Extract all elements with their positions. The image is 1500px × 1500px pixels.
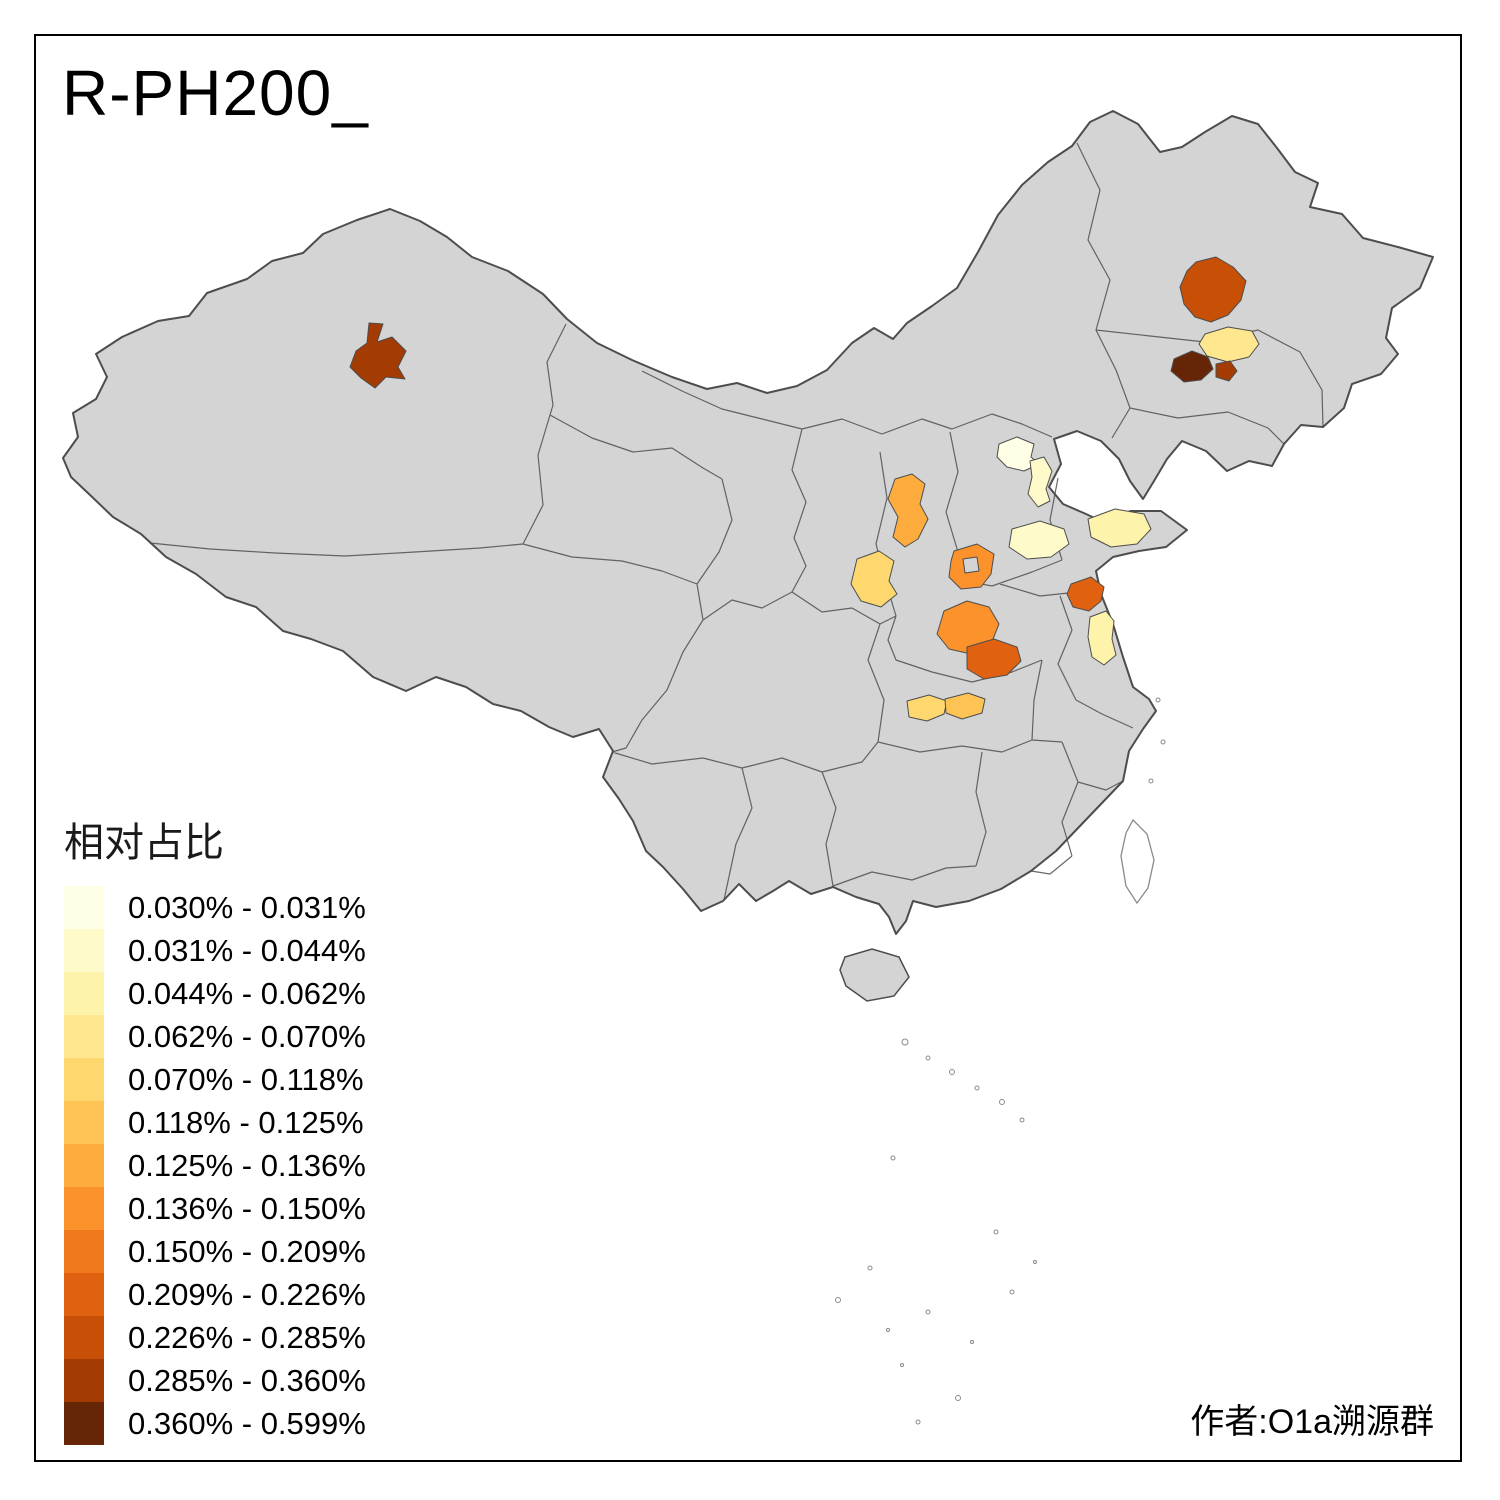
legend-title: 相对占比 <box>64 821 224 865</box>
legend-swatch <box>64 1144 104 1187</box>
legend-row: 0.136% - 0.150% <box>64 1187 366 1230</box>
legend-swatch <box>64 1316 104 1359</box>
legend-label: 0.360% - 0.599% <box>128 1405 366 1441</box>
legend-swatch <box>64 1273 104 1316</box>
legend-label: 0.031% - 0.044% <box>128 932 366 968</box>
legend-label: 0.062% - 0.070% <box>128 1018 366 1054</box>
legend-row: 0.125% - 0.136% <box>64 1144 366 1187</box>
legend-label: 0.209% - 0.226% <box>128 1276 366 1312</box>
legend-row: 0.150% - 0.209% <box>64 1230 366 1273</box>
legend-swatch <box>64 1058 104 1101</box>
legend-label: 0.118% - 0.125% <box>128 1104 364 1140</box>
legend-swatch <box>64 929 104 972</box>
colored-regions <box>349 256 1260 722</box>
region-heilongjiang-southeast <box>1198 326 1260 363</box>
legend-swatch <box>64 1015 104 1058</box>
legend-row: 0.031% - 0.044% <box>64 929 366 972</box>
hainan-island <box>839 948 910 1002</box>
region-hubei-central <box>944 692 986 720</box>
legend-swatch <box>64 972 104 1015</box>
legend-row: 0.044% - 0.062% <box>64 972 366 1015</box>
south-china-sea-islands <box>835 697 1166 1425</box>
legend-swatch <box>64 1101 104 1144</box>
legend-row: 0.285% - 0.360% <box>64 1359 366 1402</box>
region-hubei-west <box>906 694 948 722</box>
legend-row: 0.226% - 0.285% <box>64 1316 366 1359</box>
legend-label: 0.125% - 0.136% <box>128 1147 366 1183</box>
legend: 相对占比 0.030% - 0.031% 0.031% - 0.044% 0.044… <box>64 810 366 1445</box>
legend-row: 0.030% - 0.031% <box>64 886 366 929</box>
legend-swatch <box>64 1402 104 1445</box>
legend-swatch <box>64 1230 104 1273</box>
region-jilin-small <box>1215 360 1238 382</box>
legend-swatch <box>64 1187 104 1230</box>
region-tianjin-hebei <box>1027 456 1053 508</box>
province-borders <box>149 142 1324 901</box>
region-jilin-north-dark <box>1170 350 1214 383</box>
plot-title: R-PH200_ <box>62 57 369 129</box>
legend-label: 0.030% - 0.031% <box>128 889 366 925</box>
region-shandong-peninsula <box>1087 508 1152 548</box>
legend-label: 0.136% - 0.150% <box>128 1190 366 1226</box>
legend-row: 0.118% - 0.125% <box>64 1101 366 1144</box>
region-henan-north <box>948 543 995 590</box>
legend-label: 0.226% - 0.285% <box>128 1319 366 1355</box>
legend-swatch <box>64 886 104 929</box>
legend-label: 0.070% - 0.118% <box>128 1061 364 1097</box>
legend-label: 0.285% - 0.360% <box>128 1362 366 1398</box>
region-shanxi <box>887 473 929 548</box>
region-heilongjiang-west <box>1179 256 1247 323</box>
legend-label: 0.150% - 0.209% <box>128 1233 366 1269</box>
legend-row: 0.360% - 0.599% <box>64 1402 366 1445</box>
legend-row: 0.070% - 0.118% <box>64 1058 366 1101</box>
region-shaanxi-central <box>850 550 898 608</box>
legend-label: 0.044% - 0.062% <box>128 975 366 1011</box>
attribution: 作者:O1a溯源群 <box>1190 1403 1434 1441</box>
region-henan-south <box>966 638 1022 680</box>
china-mainland <box>62 110 1434 935</box>
region-jiangsu-central <box>1087 610 1117 666</box>
region-xinjiang <box>349 322 407 389</box>
region-hebei-south <box>1008 520 1070 560</box>
legend-swatch <box>64 1359 104 1402</box>
legend-rows: 0.030% - 0.031% 0.031% - 0.044% 0.044% - 0… <box>64 886 366 1445</box>
legend-row: 0.209% - 0.226% <box>64 1273 366 1316</box>
region-jiangsu-north <box>1066 576 1105 612</box>
legend-row: 0.062% - 0.070% <box>64 1015 366 1058</box>
taiwan-island <box>1120 818 1155 905</box>
